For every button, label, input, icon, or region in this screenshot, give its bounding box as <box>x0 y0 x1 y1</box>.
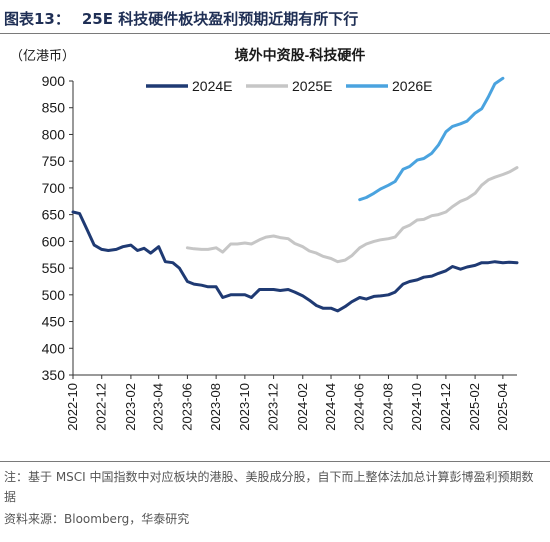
series-line-2026e <box>358 76 505 202</box>
x-tick-label: 2024-08 <box>380 383 395 431</box>
figure-label: 图表13： <box>4 10 70 28</box>
y-tick-label: 850 <box>42 100 66 116</box>
legend: 2024E 2025E 2026E <box>146 78 432 94</box>
x-tick-label: 2022-10 <box>65 383 80 431</box>
series-layer <box>71 76 519 313</box>
y-tick-label: 350 <box>42 367 66 383</box>
line-chart: （亿港币） 境外中资股-科技硬件 2024E 2025E 2026E 350 400 4… <box>10 47 519 431</box>
x-tick-label: 2024-12 <box>438 383 453 431</box>
y-tick-label: 450 <box>42 314 66 330</box>
y-tick-label: 900 <box>42 73 66 89</box>
y-tick-label: 400 <box>42 340 66 356</box>
x-tick-label: 2024-04 <box>323 383 338 431</box>
x-tick-label: 2025-04 <box>495 383 510 431</box>
y-tick-label: 550 <box>42 260 66 276</box>
figure-heading: 25E 科技硬件板块盈利预期近期有所下行 <box>81 10 359 28</box>
x-tick-label: 2023-04 <box>151 383 166 431</box>
y-tick-label: 700 <box>42 180 66 196</box>
x-axis: 2022-10 2022-12 2023-02 2023-04 2023-06 2023-… <box>65 374 517 431</box>
x-tick-label: 2022-12 <box>94 383 109 431</box>
x-tick-label: 2025-02 <box>467 383 482 431</box>
y-tick-label: 650 <box>42 207 66 223</box>
x-tick-label: 2024-10 <box>409 383 424 431</box>
note-divider <box>0 461 550 462</box>
y-tick-label: 600 <box>42 233 66 249</box>
legend-label-2026e: 2026E <box>392 78 432 94</box>
y-axis: 350 400 450 500 550 600 650 700 750 800 850 900 <box>42 73 74 383</box>
x-tick-label: 2023-06 <box>179 383 194 431</box>
legend-label-2025e: 2025E <box>292 78 332 94</box>
y-axis-unit: （亿港币） <box>10 48 75 63</box>
x-tick-label: 2024-02 <box>295 383 310 431</box>
x-tick-label: 2024-06 <box>352 383 367 431</box>
footnote: 注：基于 MSCI 中国指数中对应板块的港股、美股成分股，自下而上整体法加总计算… <box>4 470 534 504</box>
series-line-2024e <box>71 210 519 313</box>
chart-title: 境外中资股-科技硬件 <box>235 47 366 63</box>
source-note: 资料来源：Bloomberg，华泰研究 <box>4 512 190 526</box>
legend-label-2024e: 2024E <box>192 78 232 94</box>
y-tick-label: 500 <box>42 287 66 303</box>
x-tick-label: 2023-02 <box>123 383 138 431</box>
figure-title: 图表13： 25E 科技硬件板块盈利预期近期有所下行 <box>4 8 358 29</box>
y-tick-label: 750 <box>42 153 66 169</box>
series-line-2025e <box>185 166 519 264</box>
x-tick-label: 2023-10 <box>237 383 252 431</box>
x-tick-label: 2023-12 <box>266 383 281 431</box>
y-tick-label: 800 <box>42 126 66 142</box>
title-divider <box>0 33 550 34</box>
x-tick-label: 2023-08 <box>208 383 223 431</box>
